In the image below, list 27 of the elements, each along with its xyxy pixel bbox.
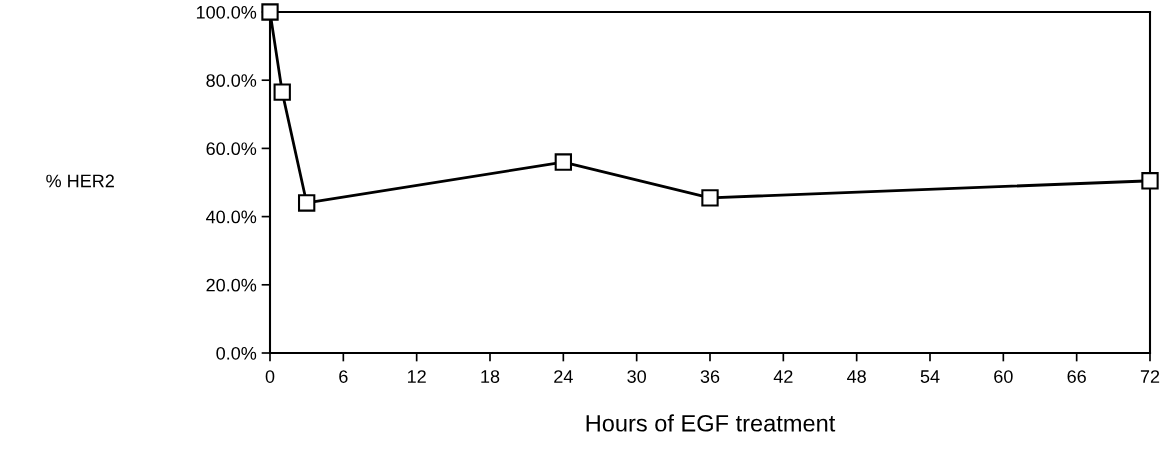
y-tick-label: 40.0% <box>206 210 257 224</box>
point <box>273 83 291 101</box>
x-tick-label: 72 <box>1140 370 1160 383</box>
y-tick-label: 100.0% <box>196 5 257 19</box>
x-tick-label: 0 <box>265 370 275 383</box>
point <box>701 189 719 207</box>
x-tick-label: 48 <box>847 370 866 383</box>
x-tick-label: 54 <box>920 370 940 383</box>
x-axis-title: Hours of EGF treatment <box>586 414 836 432</box>
x-tick-label: 36 <box>700 370 720 383</box>
point <box>554 153 573 171</box>
point <box>1141 172 1159 190</box>
y-tick-label: 20.0% <box>206 278 257 292</box>
x-tick-label: 6 <box>339 370 348 383</box>
x-tick-label: 30 <box>627 370 646 383</box>
x-tick-label: 60 <box>994 370 1013 383</box>
x-tick-label: 24 <box>554 370 573 383</box>
x-tick-label: 18 <box>481 370 500 383</box>
y-axis-title: % HER2 <box>46 174 114 188</box>
point <box>297 194 316 212</box>
y-tick-label: 60.0% <box>206 142 257 156</box>
x-tick-label: 12 <box>408 370 426 383</box>
x-tick-label: 66 <box>1067 370 1086 383</box>
x-tick-label: 42 <box>773 370 793 383</box>
y-tick-label: 80.0% <box>206 74 257 87</box>
y-tick-label: 0.0% <box>216 346 257 360</box>
point <box>261 3 279 21</box>
